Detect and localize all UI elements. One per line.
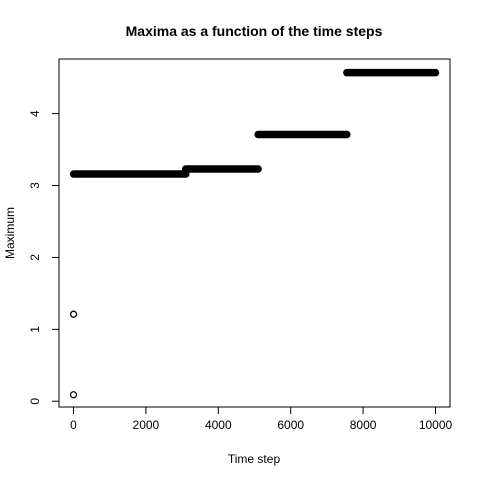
y-tick-label: 1 bbox=[28, 326, 42, 333]
x-tick-label: 4000 bbox=[205, 418, 232, 432]
y-tick-label: 2 bbox=[28, 254, 42, 261]
y-tick-label: 0 bbox=[28, 398, 42, 405]
x-axis-label: Time step bbox=[228, 452, 281, 466]
chart-title: Maxima as a function of the time steps bbox=[126, 23, 383, 39]
x-tick-label: 6000 bbox=[277, 418, 304, 432]
y-axis-label: Maximum bbox=[3, 207, 17, 259]
data-point bbox=[69, 391, 78, 399]
plot-box bbox=[58, 58, 451, 408]
x-tick-label: 10000 bbox=[419, 418, 453, 432]
x-axis: 0 2000 4000 6000 8000 10000 bbox=[70, 406, 453, 432]
y-axis: 0 1 2 3 4 bbox=[28, 110, 60, 405]
data-point bbox=[69, 310, 78, 318]
data-series bbox=[69, 68, 440, 399]
x-tick-label: 8000 bbox=[350, 418, 377, 432]
x-tick-label: 2000 bbox=[133, 418, 160, 432]
y-tick-label: 4 bbox=[28, 110, 42, 117]
x-tick-label: 0 bbox=[70, 418, 77, 432]
y-tick-label: 3 bbox=[28, 182, 42, 189]
